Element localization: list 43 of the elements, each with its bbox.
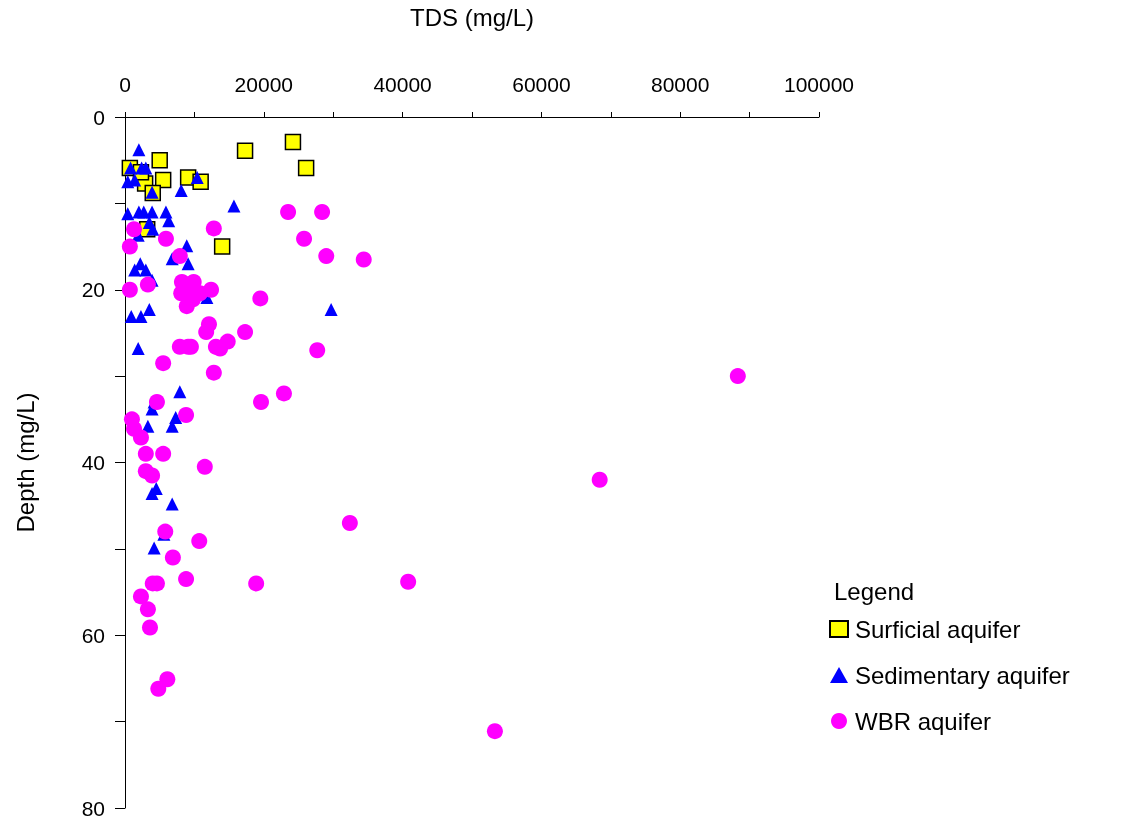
point	[134, 310, 148, 324]
point	[131, 341, 145, 355]
legend-label: Sedimentary aquifer	[855, 661, 1070, 689]
point	[174, 183, 188, 197]
y-tick-label: 60	[81, 623, 105, 647]
point	[151, 151, 168, 169]
point	[121, 207, 135, 221]
y-tick-label: 40	[81, 451, 105, 474]
point	[139, 263, 153, 277]
y-tick-label: 0	[93, 105, 105, 129]
legend-title: Legend	[834, 577, 915, 605]
point	[146, 222, 160, 236]
x-tick-label: 40000	[373, 73, 432, 96]
point	[142, 303, 156, 317]
x-axis-title: TDS (mg/L)	[409, 3, 535, 31]
x-tick-label: 20000	[234, 73, 293, 96]
point	[145, 205, 159, 219]
point	[181, 257, 195, 271]
x-tick-label: 80000	[651, 73, 710, 96]
point	[124, 310, 138, 324]
point	[227, 199, 241, 213]
point	[173, 385, 187, 399]
point	[147, 541, 161, 555]
point	[139, 161, 153, 175]
x-tick-label: 60000	[512, 73, 571, 96]
point	[213, 238, 231, 255]
point	[132, 143, 146, 157]
x-tick-label: 0	[119, 73, 131, 96]
point	[236, 142, 254, 159]
point	[297, 159, 315, 177]
point	[190, 170, 204, 184]
x-tick-label: 100000	[783, 73, 855, 96]
y-axis-title: Depth (mg/L)	[11, 392, 39, 533]
legend-label: WBR aquifer	[855, 707, 992, 735]
legend-label: Surficial aquifer	[855, 615, 1021, 643]
y-tick-label: 80	[81, 796, 105, 820]
point	[128, 263, 142, 277]
point	[145, 487, 159, 501]
point	[284, 133, 302, 151]
y-tick-label: 20	[81, 278, 105, 302]
point	[324, 303, 338, 317]
point	[165, 497, 179, 511]
point	[128, 173, 142, 187]
